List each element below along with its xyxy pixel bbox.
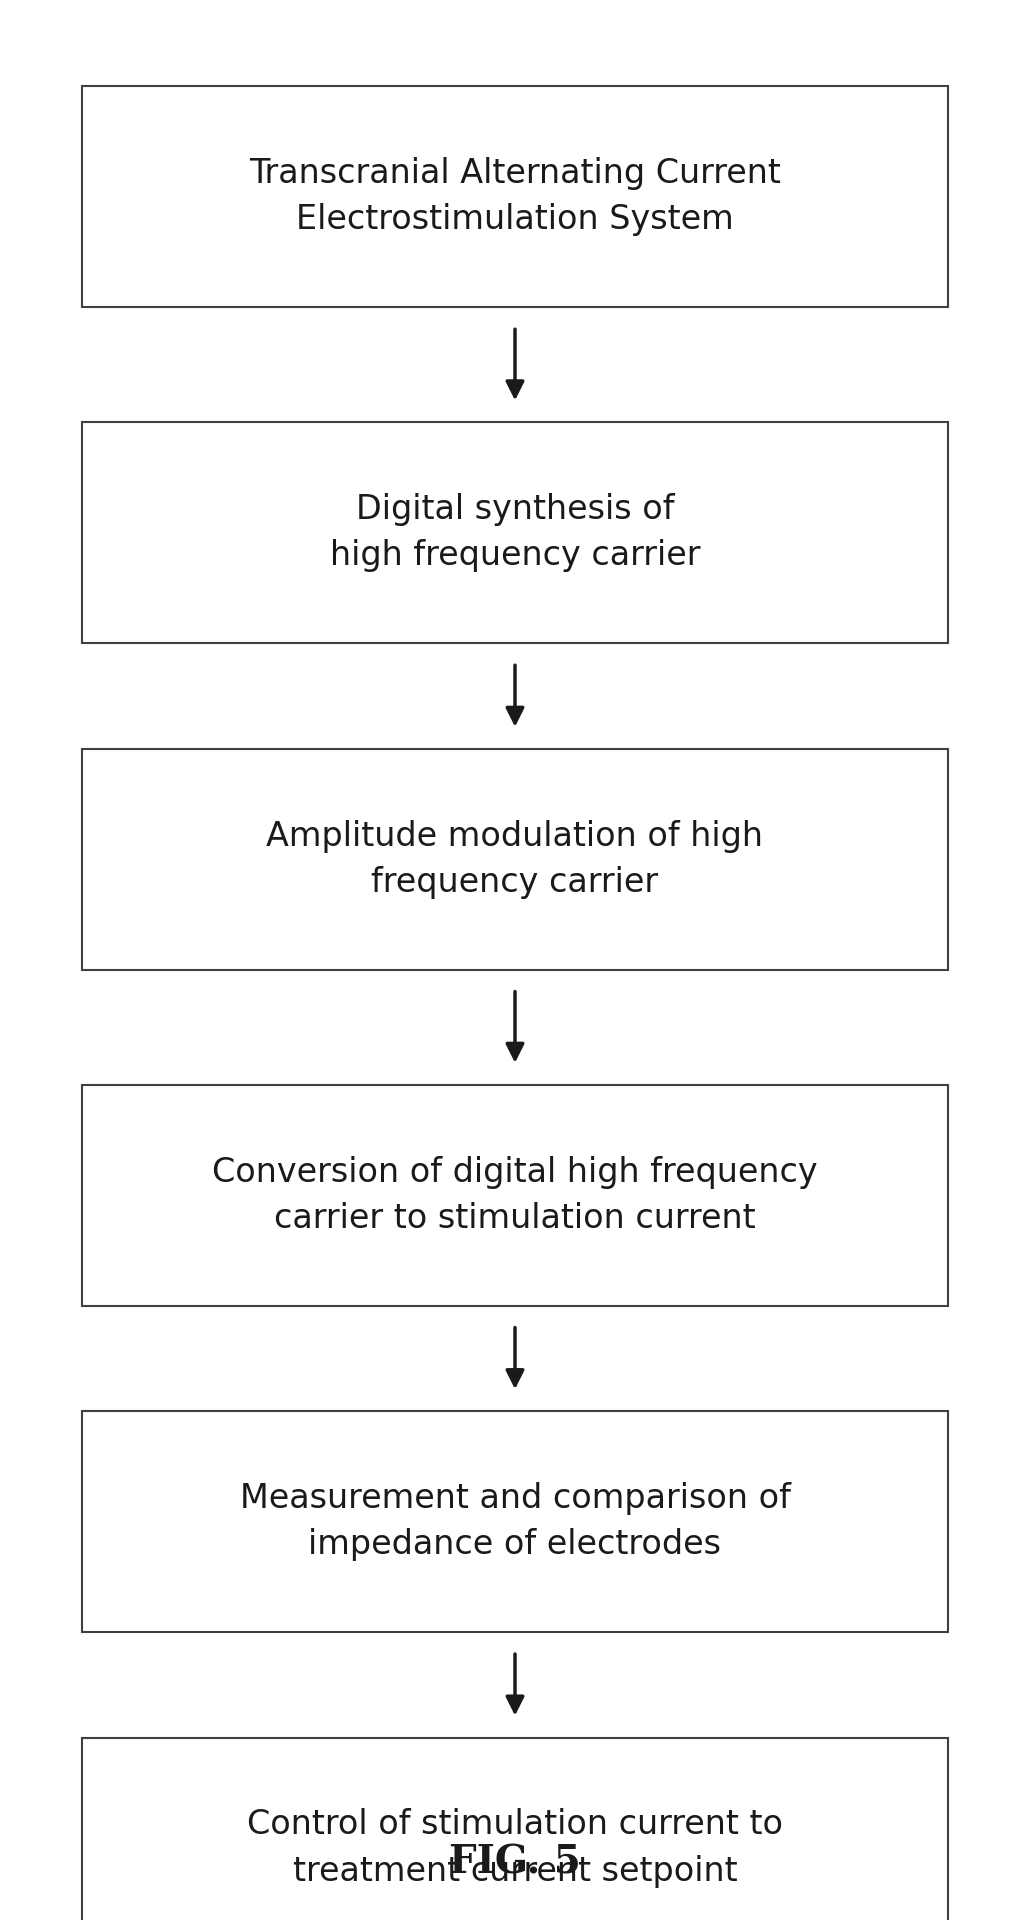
Text: Control of stimulation current to
treatment current setpoint: Control of stimulation current to treatm… <box>247 1809 783 1887</box>
Text: Amplitude modulation of high
frequency carrier: Amplitude modulation of high frequency c… <box>267 820 763 899</box>
Bar <box>82 749 948 970</box>
Bar <box>82 1085 948 1306</box>
Text: Transcranial Alternating Current
Electrostimulation System: Transcranial Alternating Current Electro… <box>249 157 781 236</box>
Bar <box>82 1411 948 1632</box>
Text: Measurement and comparison of
impedance of electrodes: Measurement and comparison of impedance … <box>240 1482 790 1561</box>
Bar <box>82 1738 948 1920</box>
Text: FIG. 5: FIG. 5 <box>449 1843 581 1882</box>
Bar <box>82 422 948 643</box>
Text: Conversion of digital high frequency
carrier to stimulation current: Conversion of digital high frequency car… <box>212 1156 818 1235</box>
Bar <box>82 86 948 307</box>
Text: Digital synthesis of
high frequency carrier: Digital synthesis of high frequency carr… <box>330 493 700 572</box>
